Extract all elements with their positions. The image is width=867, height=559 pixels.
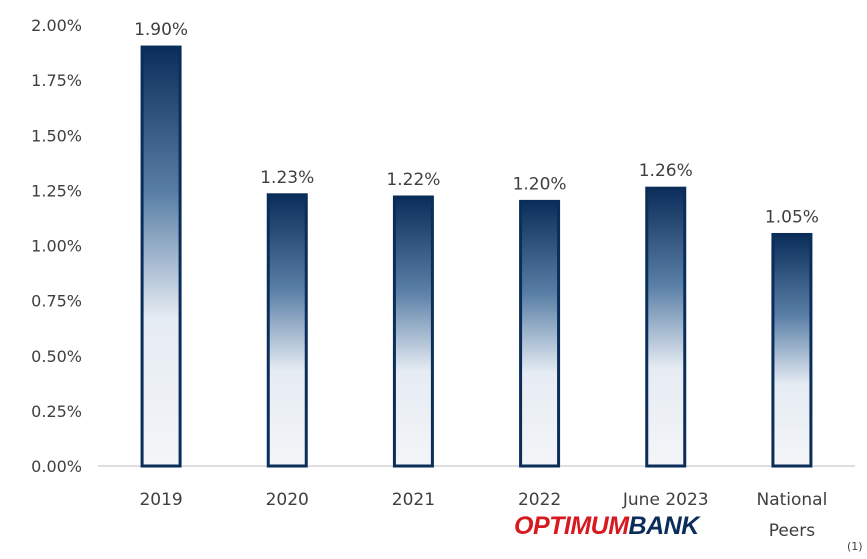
x-tick-label: June 2023	[622, 490, 709, 510]
x-tick-label: Peers	[769, 521, 816, 541]
logo-text-bank: BANK	[628, 512, 700, 540]
data-labels: 1.90% 1.23% 1.22% 1.20% 1.26% 1.05%	[134, 20, 819, 227]
bar	[519, 199, 561, 468]
bar	[645, 186, 687, 468]
data-label: 1.22%	[386, 170, 440, 190]
y-tick-label: 1.00%	[31, 237, 82, 256]
y-tick-label: 1.75%	[31, 71, 82, 90]
bar	[140, 45, 182, 468]
bars	[140, 45, 813, 468]
data-label: 1.90%	[134, 20, 188, 40]
y-axis: 0.00% 0.25% 0.50% 0.75% 1.00% 1.25% 1.50% 1.75%…	[31, 16, 82, 476]
bar	[771, 232, 813, 468]
optimumbank-logo: OPTIMUMBANK	[514, 514, 699, 539]
x-tick-label: National	[756, 490, 827, 510]
x-axis-labels: 2019 2020 2021 2022 June 2023 National Peers	[139, 490, 827, 541]
y-tick-label: 1.25%	[31, 181, 82, 200]
x-tick-label: 2020	[266, 490, 309, 510]
data-label: 1.05%	[765, 207, 819, 227]
footnote-marker: (1)	[847, 540, 863, 553]
y-tick-label: 0.75%	[31, 292, 82, 311]
data-label: 1.26%	[639, 161, 693, 181]
x-tick-label: 2021	[392, 490, 435, 510]
y-tick-label: 2.00%	[31, 16, 82, 35]
y-tick-label: 1.50%	[31, 126, 82, 145]
bar	[392, 195, 434, 468]
data-label: 1.20%	[513, 174, 567, 194]
y-tick-label: 0.25%	[31, 402, 82, 421]
x-tick-label: 2022	[518, 490, 561, 510]
bar	[266, 193, 308, 468]
y-tick-label: 0.00%	[31, 457, 82, 476]
logo-text-optimum: OPTIMUM	[514, 512, 629, 540]
y-tick-label: 0.50%	[31, 347, 82, 366]
x-tick-label: 2019	[139, 490, 182, 510]
data-label: 1.23%	[260, 168, 314, 188]
